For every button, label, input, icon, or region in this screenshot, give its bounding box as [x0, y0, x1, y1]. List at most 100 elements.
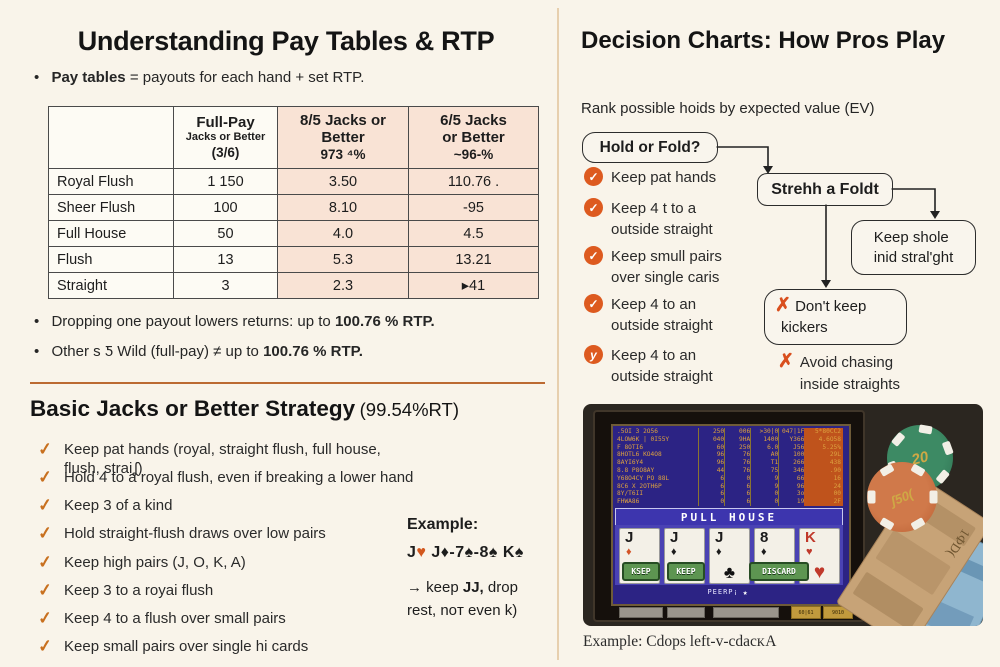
machine-frame: .5OI 3 2O56 4LOW6K | 0I55Y F 8OTI6 8HOTL… [593, 410, 865, 622]
keep-button: KEEP [667, 562, 705, 581]
value-cell: 8.10 [277, 194, 409, 221]
example-hand-rest: J♦-7♠-8♠ K♠ [426, 544, 524, 561]
header-85-jacks: 8/5 Jacks or Better 973 ⁴% [277, 106, 409, 169]
bullet-text: Dropping one payout lowers returns: up t… [51, 313, 335, 330]
example-advice: → keep JJ, drop rest, noт even k) [407, 576, 547, 622]
example-label: Example: [407, 516, 479, 533]
value-cell: 4.5 [408, 220, 539, 247]
flow-node-line: Don't keep [795, 298, 867, 315]
value-cell: 2.3 [277, 272, 409, 299]
strategy-item-label: Keep 4 to a flush over small pairs [64, 610, 286, 627]
hand-name-cell: Royal Flush [48, 168, 174, 195]
hand-result-label: PULL HOUSE [615, 508, 843, 527]
flowchart-connectors [716, 146, 940, 288]
strategy-item: ✓ Keep 3 of a kind [37, 494, 418, 516]
check-icon: ✓ [37, 635, 54, 657]
arrow-icon: → keep [407, 579, 463, 596]
bullet-marker: • [34, 69, 40, 86]
hand-name-cell: Flush [48, 246, 174, 273]
value-cell: 13.21 [408, 246, 539, 273]
flow-node-line: kickers [781, 319, 828, 336]
header-line: or Better [442, 129, 505, 146]
paytable-names: .5OI 3 2O56 4LOW6K | 0I55Y F 8OTI6 8HOTL… [617, 428, 670, 506]
avoid-note: ✗ Avoid chasing inside straights [778, 352, 900, 396]
value-cell: 13 [173, 246, 278, 273]
heart-suit-icon: ♥ [806, 546, 813, 558]
machine-button [667, 607, 705, 618]
flow-node-dont-keep: ✗ Don't keep kickers [764, 289, 907, 345]
flow-node-straight: Strehh a Foldt [757, 173, 893, 206]
video-poker-photo: .5OI 3 2O56 4LOW6K | 0I55Y F 8OTI6 8HOTL… [583, 404, 983, 626]
playing-card: J ♦ ♣ [709, 528, 750, 584]
strategy-item-label: Keep 3 to a royai flush [64, 582, 214, 599]
flow-node-hold-or-fold: Hold or Fold? [582, 132, 718, 163]
diamond-suit-icon: ♦ [671, 546, 677, 558]
strategy-item: ✓ Keep 3 to a royai flush [37, 579, 418, 601]
card-rank: J [670, 529, 679, 546]
strategy-item: ✓ Hold 4 to a royal flush, even if break… [37, 466, 418, 488]
check-circle-icon: ✓ [584, 167, 603, 186]
ev-rule-label: outside straight [611, 221, 713, 238]
strategy-item: ✓ Keep pat hands (royal, straight flush,… [37, 438, 418, 478]
left-title: Understanding Pay Tables & RTP [77, 26, 495, 56]
header-full-pay: Full-Pay Jacks or Better (3/6) [173, 106, 278, 169]
strategy-item-label: Keep 3 of a kind [64, 497, 173, 514]
note-bullet: • Other s Ƽ Wild (full-pay) ≠ up to 100.… [34, 343, 363, 360]
advice-tail: drop [483, 579, 518, 596]
card-row: J ♦ J ♦ J ♦ ♣ 8 ♦ [615, 525, 843, 585]
ev-rule: ✓ Keep pat hands [584, 167, 716, 188]
ev-rule: ✓ Keep 4 to an outside straight [584, 294, 713, 336]
check-circle-icon: ✓ [584, 246, 603, 265]
note-bullet: • Dropping one payout lowers returns: up… [34, 313, 435, 330]
right-title: Decision Charts: How Pros Play [581, 27, 946, 54]
x-icon: ✗ [775, 295, 791, 316]
ev-rule-label: Keep 4 to an [611, 347, 697, 364]
header-line: 6/5 Jacks [440, 112, 507, 129]
header-65-jacks: 6/5 Jacks or Better ~96-% [408, 106, 539, 169]
check-icon: ✓ [37, 551, 54, 573]
flow-node-line: inid stral'ght [873, 248, 954, 266]
ev-rule-label: outside straight [611, 317, 713, 334]
check-icon: ✓ [37, 494, 54, 516]
strategy-item: ✓ Keep small pairs over single hi cards [37, 635, 418, 657]
value-cell: 50 [173, 220, 278, 247]
example-hand: J♥ J♦-7♠-8♠ K♠ [407, 544, 547, 562]
value-cell: 5.3 [277, 246, 409, 273]
strategy-item-label: Keep pat hands (royal, straight flush, f… [64, 441, 381, 477]
diamond-suit-icon: ♦ [716, 546, 722, 558]
paytable-col: 006 9HA 250 76 76 76 0 6 6 6 [724, 428, 750, 506]
club-suit-icon: ♣ [723, 563, 736, 582]
diamond-suit-icon: ♦ [626, 546, 632, 558]
card-rank: J [625, 529, 634, 546]
table-row: Royal Flush 1 150 3.50 110.76 . [48, 168, 539, 195]
flow-node-keep-shole: Keep shole inid stral'ght [851, 220, 976, 275]
ev-rule-label: outside straight [611, 368, 713, 385]
diamond-suit-icon: ♦ [761, 546, 767, 558]
heart-suit-icon: ♥ [416, 544, 427, 561]
card-rank: K [805, 529, 816, 546]
orange-poker-chip: ʃ50( [867, 462, 937, 532]
strategy-item-label: Keep small pairs over single hi cards [64, 638, 309, 655]
header-line: Better [321, 129, 365, 146]
pay-table: Full-Pay Jacks or Better (3/6) 8/5 Jacks… [48, 106, 539, 299]
bullet-marker: • [34, 343, 40, 360]
value-cell: ▸41 [408, 272, 539, 299]
strategy-title: Basic Jacks or Better Strategy [30, 396, 356, 421]
intro-bold: Pay tables [51, 69, 126, 86]
table-row: Straight 3 2.3 ▸41 [48, 272, 539, 299]
star-icon: ★ [742, 587, 749, 597]
right-subtitle: Rank possible hoids by expected value (E… [581, 100, 875, 117]
check-icon: ✓ [37, 579, 54, 601]
header-line: Jacks or Better [185, 131, 266, 143]
value-cell: 1 150 [173, 168, 278, 195]
header-line: (3/6) [211, 145, 240, 160]
check-icon: ✓ [37, 438, 54, 460]
photo-caption: Example: Cdops left-v-cdacᴋA [583, 633, 777, 650]
machine-button [619, 607, 663, 618]
strategy-item-label: Keep high pairs (J, O, K, A) [64, 554, 246, 571]
value-cell: 3 [173, 272, 278, 299]
paytable-col: 250 040 60 96 96 44 6 6 6 0 [698, 428, 724, 506]
ev-rule: y Keep 4 to an outside straight [584, 345, 713, 387]
table-row: Flush 13 5.3 13.21 [48, 246, 539, 273]
check-icon: ✓ [37, 466, 54, 488]
